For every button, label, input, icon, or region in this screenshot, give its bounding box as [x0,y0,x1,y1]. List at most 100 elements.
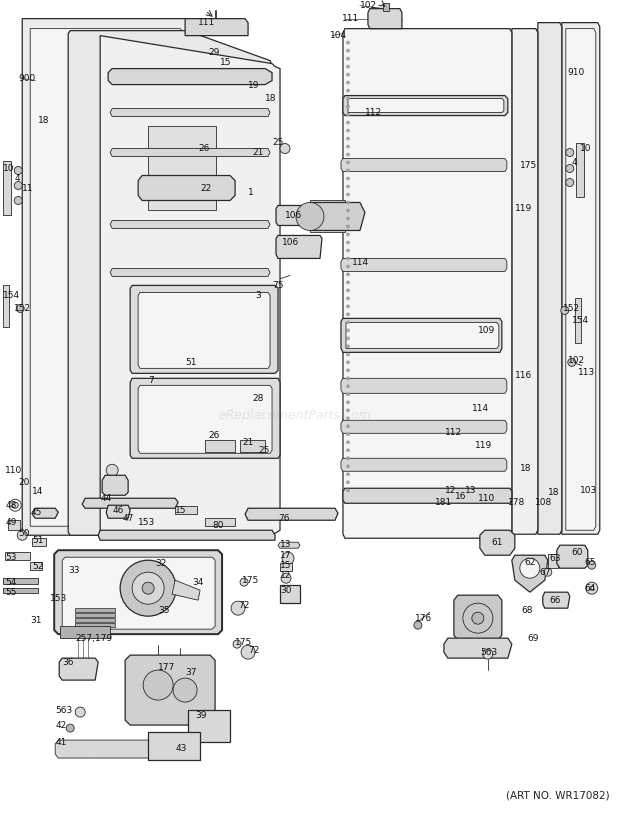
Text: 10: 10 [3,164,15,173]
Circle shape [233,640,241,648]
Bar [548,554,558,568]
Text: 13: 13 [465,486,476,495]
Text: 12: 12 [280,570,291,579]
Circle shape [14,196,22,205]
Polygon shape [75,623,115,628]
Circle shape [75,707,85,717]
Text: 15: 15 [220,58,232,67]
Circle shape [347,57,350,60]
Circle shape [347,193,350,196]
Bar [383,2,389,11]
Circle shape [347,481,350,484]
Polygon shape [341,159,507,171]
Polygon shape [185,19,248,36]
Polygon shape [566,29,596,531]
Circle shape [347,473,350,476]
Bar [8,520,20,531]
Polygon shape [125,655,215,725]
Text: 119: 119 [475,441,492,450]
Text: 54: 54 [5,578,17,587]
Circle shape [347,121,350,124]
Text: 3: 3 [255,291,261,300]
Text: 47: 47 [122,513,133,522]
Text: 910: 910 [568,68,585,77]
Circle shape [347,209,350,212]
Text: 46: 46 [112,506,123,515]
Circle shape [347,433,350,436]
Polygon shape [341,378,507,394]
Polygon shape [512,29,538,534]
Circle shape [241,645,255,659]
Text: 30: 30 [280,586,291,595]
Text: 44: 44 [100,494,112,503]
Text: 113: 113 [578,368,595,377]
Bar [148,732,200,760]
Text: 45: 45 [30,508,42,517]
Text: 49: 49 [5,518,17,526]
Text: 68: 68 [522,606,533,615]
Text: 175: 175 [520,161,537,170]
Text: 39: 39 [195,711,206,720]
Circle shape [347,153,350,156]
Circle shape [17,531,27,540]
Bar [3,285,9,328]
Circle shape [347,377,350,380]
Circle shape [347,233,350,236]
Polygon shape [305,202,365,231]
Polygon shape [82,498,178,509]
Text: 18: 18 [38,116,50,125]
Polygon shape [278,542,300,548]
Text: 17: 17 [280,551,291,560]
Text: (ART NO. WR17082): (ART NO. WR17082) [506,790,609,800]
Bar [30,562,42,570]
Text: 178: 178 [508,498,525,507]
Bar [3,161,11,215]
Text: 26: 26 [198,144,210,153]
Circle shape [347,369,350,372]
Text: 32: 32 [155,559,167,568]
Text: 80: 80 [212,521,224,530]
Circle shape [347,313,350,316]
Polygon shape [341,421,507,434]
Polygon shape [62,557,215,629]
Circle shape [106,465,118,476]
Text: 55: 55 [5,588,17,597]
Bar [576,143,584,197]
Circle shape [561,306,569,315]
Text: 41: 41 [55,738,66,747]
Text: 114: 114 [472,403,489,413]
Text: 153: 153 [50,593,68,602]
Circle shape [12,502,18,509]
Text: 175: 175 [242,575,259,584]
Text: 1: 1 [248,188,254,197]
Circle shape [281,573,291,584]
Circle shape [520,558,540,578]
Circle shape [414,621,422,629]
Polygon shape [343,488,512,503]
Text: 72: 72 [248,645,259,654]
Text: 12: 12 [445,486,456,495]
Circle shape [347,225,350,228]
Text: 69: 69 [528,633,539,643]
Bar [3,588,38,593]
Circle shape [347,345,350,348]
Polygon shape [108,68,272,85]
Text: 61: 61 [492,538,503,547]
Polygon shape [75,613,115,617]
Polygon shape [172,580,200,600]
Polygon shape [341,258,507,271]
Circle shape [347,185,350,188]
Text: 35: 35 [158,606,170,615]
Text: 154: 154 [572,316,589,325]
Circle shape [14,166,22,174]
Text: 112: 112 [445,428,462,437]
Bar [280,585,300,603]
Text: 34: 34 [192,578,203,587]
Text: 152: 152 [563,304,580,313]
Circle shape [282,553,294,564]
Bar [5,553,30,560]
Text: 60: 60 [572,548,583,557]
Text: 900: 900 [18,74,35,83]
Text: 10: 10 [580,144,591,153]
Polygon shape [75,618,115,622]
